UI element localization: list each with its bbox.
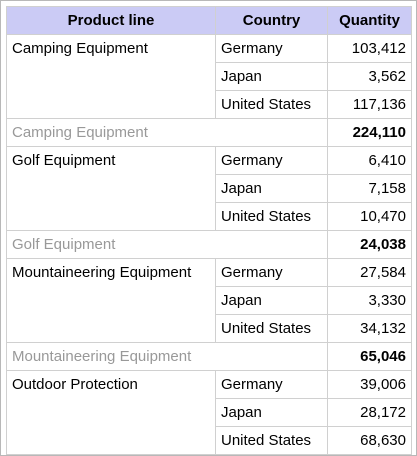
subtotal-row: Mountaineering Equipment 65,046 [6,342,412,371]
quantity-cell: 10,470 [327,202,412,231]
country-cell: United States [215,314,328,343]
country-cell: Japan [215,174,328,203]
data-row: United States 34,132 [7,314,412,343]
subtotal-quantity: 24,038 [327,230,412,259]
subtotal-label: Golf Equipment [6,230,328,259]
data-row: Outdoor Protection Germany 39,006 [6,370,412,455]
subtotal-label: Camping Equipment [6,118,328,147]
country-cell: Japan [215,398,328,427]
data-row: Japan 3,330 [7,286,412,315]
subtotal-row: Camping Equipment 224,110 [6,118,412,147]
quantity-cell: 39,006 [327,370,412,399]
data-row: Japan 3,562 [7,62,412,91]
product-cell: Camping Equipment [6,34,216,119]
country-cell: United States [215,426,328,455]
quantity-cell: 117,136 [327,90,412,119]
country-cell: United States [215,90,328,119]
data-row: Golf Equipment Germany 6,410 [6,146,412,231]
subtotal-quantity: 224,110 [327,118,412,147]
report-table: Product line Country Quantity Camping Eq… [6,6,412,455]
subtotal-row: Golf Equipment 24,038 [6,230,412,259]
data-row: Japan 28,172 [7,398,412,427]
data-row: Camping Equipment Germany 103,412 [6,34,412,119]
country-cell: Germany [215,370,328,399]
column-header: Product line [6,6,216,35]
data-row: United States 10,470 [7,202,412,231]
header-row: Product line Country Quantity [6,6,412,35]
quantity-cell: 6,410 [327,146,412,175]
country-cell: Japan [215,62,328,91]
quantity-cell: 103,412 [327,34,412,63]
quantity-cell: 68,630 [327,426,412,455]
quantity-cell: 27,584 [327,258,412,287]
table-body: Camping Equipment Germany 103,412 Japan 3,56… [6,34,412,455]
country-cell: Germany [215,146,328,175]
quantity-cell: 3,330 [327,286,412,315]
country-cell: Germany [215,34,328,63]
product-cell: Golf Equipment [6,146,216,231]
subtotal-quantity: 65,046 [327,342,412,371]
quantity-cell: 34,132 [327,314,412,343]
quantity-cell: 3,562 [327,62,412,91]
quantity-cell: 7,158 [327,174,412,203]
data-row: Mountaineering Equipment Germany 27,584 [6,258,412,343]
data-row: Japan 7,158 [7,174,412,203]
data-row: United States 68,630 [7,426,412,455]
country-cell: United States [215,202,328,231]
product-cell: Mountaineering Equipment [6,258,216,343]
product-cell: Outdoor Protection [6,370,216,455]
quantity-cell: 28,172 [327,398,412,427]
country-cell: Japan [215,286,328,315]
country-cell: Germany [215,258,328,287]
data-row: United States 117,136 [7,90,412,119]
column-header: Quantity [327,6,412,35]
column-header: Country [215,6,328,35]
subtotal-label: Mountaineering Equipment [6,342,328,371]
